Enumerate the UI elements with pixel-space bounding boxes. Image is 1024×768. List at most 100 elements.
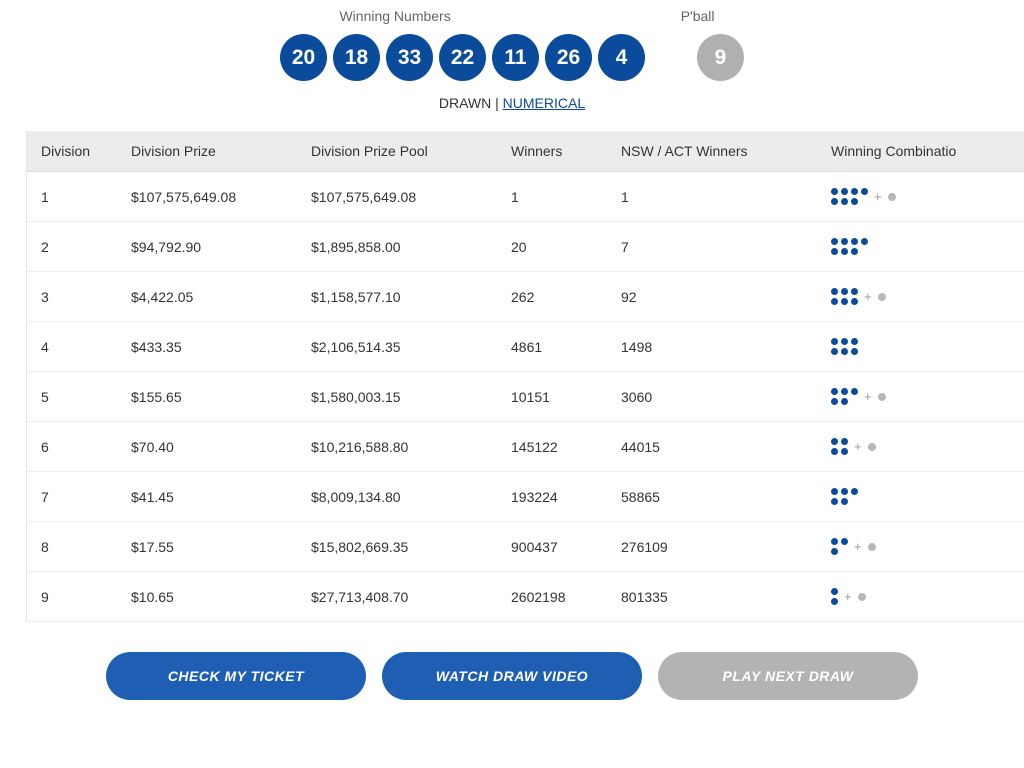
- cell-winners: 1: [497, 172, 607, 222]
- cell-winners: 262: [497, 272, 607, 322]
- powerball-dot: [868, 443, 876, 451]
- powerball-dot: [868, 543, 876, 551]
- cell-nsw: 801335: [607, 572, 817, 622]
- sort-order-row: DRAWN | NUMERICAL: [0, 95, 1024, 111]
- cell-division: 3: [27, 272, 117, 322]
- table-body: 1$107,575,649.08$107,575,649.0811+2$94,7…: [27, 172, 1024, 622]
- check-my-ticket-button[interactable]: CHECK MY TICKET: [106, 652, 366, 700]
- combo-dot-grid: [831, 388, 858, 405]
- cell-prize: $41.45: [117, 472, 297, 522]
- cell-prize: $107,575,649.08: [117, 172, 297, 222]
- col-winning-combination: Winning Combinatio: [817, 131, 1024, 172]
- table-row: 2$94,792.90$1,895,858.00207: [27, 222, 1024, 272]
- combo-dot-grid: [831, 288, 858, 305]
- cell-division: 6: [27, 422, 117, 472]
- winning-numbers-label: Winning Numbers: [339, 8, 450, 24]
- cell-combination: +: [817, 522, 1024, 572]
- cell-division: 5: [27, 372, 117, 422]
- combo-dot-grid: [831, 238, 868, 255]
- cell-nsw: 1498: [607, 322, 817, 372]
- watch-draw-video-button[interactable]: WATCH DRAW VIDEO: [382, 652, 642, 700]
- sort-numerical-link[interactable]: NUMERICAL: [503, 95, 585, 111]
- powerball-dot: [878, 293, 886, 301]
- cell-nsw: 44015: [607, 422, 817, 472]
- combo-dot-grid: [831, 438, 848, 455]
- cell-prize: $94,792.90: [117, 222, 297, 272]
- plus-icon: +: [864, 389, 872, 404]
- cell-combination: [817, 472, 1024, 522]
- cell-nsw: 92: [607, 272, 817, 322]
- winning-combination: +: [831, 188, 1010, 205]
- cell-prize: $155.65: [117, 372, 297, 422]
- balls-row: 20183322112649: [0, 34, 1024, 81]
- cell-combination: +: [817, 272, 1024, 322]
- cell-winners: 2602198: [497, 572, 607, 622]
- powerball-dot: [858, 593, 866, 601]
- cell-nsw: 1: [607, 172, 817, 222]
- table-row: 7$41.45$8,009,134.8019322458865: [27, 472, 1024, 522]
- play-next-draw-button[interactable]: PLAY NEXT DRAW: [658, 652, 918, 700]
- plus-icon: +: [854, 539, 862, 554]
- pball-label: P'ball: [681, 8, 715, 24]
- winning-combination: +: [831, 388, 1010, 405]
- cell-nsw: 7: [607, 222, 817, 272]
- sort-separator: |: [491, 95, 502, 111]
- cell-combination: +: [817, 172, 1024, 222]
- cell-division: 8: [27, 522, 117, 572]
- cell-division: 4: [27, 322, 117, 372]
- table-row: 8$17.55$15,802,669.35900437276109 +: [27, 522, 1024, 572]
- cell-winners: 900437: [497, 522, 607, 572]
- header-section: Winning Numbers P'ball 20183322112649 DR…: [0, 0, 1024, 111]
- cell-prize: $70.40: [117, 422, 297, 472]
- cell-prize: $17.55: [117, 522, 297, 572]
- cell-nsw: 3060: [607, 372, 817, 422]
- table-header-row: Division Division Prize Division Prize P…: [27, 131, 1024, 172]
- divisions-table: Division Division Prize Division Prize P…: [27, 131, 1024, 622]
- cell-winners: 4861: [497, 322, 607, 372]
- cell-winners: 193224: [497, 472, 607, 522]
- cell-pool: $8,009,134.80: [297, 472, 497, 522]
- combo-dot-grid: [831, 338, 858, 355]
- cell-pool: $15,802,669.35: [297, 522, 497, 572]
- cell-division: 9: [27, 572, 117, 622]
- plus-icon: +: [844, 589, 852, 604]
- combo-dot-grid: [831, 188, 868, 205]
- plus-icon: +: [874, 189, 882, 204]
- winning-number-ball: 26: [545, 34, 592, 81]
- winning-number-ball: 20: [280, 34, 327, 81]
- winning-combination: [831, 238, 1010, 255]
- winning-number-ball: 18: [333, 34, 380, 81]
- header-labels: Winning Numbers P'ball: [0, 8, 1024, 24]
- cell-nsw: 58865: [607, 472, 817, 522]
- table-row: 4$433.35$2,106,514.3548611498: [27, 322, 1024, 372]
- winning-number-ball: 22: [439, 34, 486, 81]
- cell-nsw: 276109: [607, 522, 817, 572]
- cell-prize: $433.35: [117, 322, 297, 372]
- action-buttons-row: CHECK MY TICKET WATCH DRAW VIDEO PLAY NE…: [0, 652, 1024, 704]
- cell-division: 1: [27, 172, 117, 222]
- powerball-dot: [878, 393, 886, 401]
- cell-division: 7: [27, 472, 117, 522]
- winning-number-ball: 4: [598, 34, 645, 81]
- cell-division: 2: [27, 222, 117, 272]
- col-winners: Winners: [497, 131, 607, 172]
- cell-combination: +: [817, 372, 1024, 422]
- winning-combination: +: [831, 288, 1010, 305]
- winning-combination: +: [831, 538, 1010, 555]
- table-row: 1$107,575,649.08$107,575,649.0811+: [27, 172, 1024, 222]
- col-prize-pool: Division Prize Pool: [297, 131, 497, 172]
- cell-pool: $1,895,858.00: [297, 222, 497, 272]
- table-row: 6$70.40$10,216,588.8014512244015+: [27, 422, 1024, 472]
- cell-winners: 145122: [497, 422, 607, 472]
- cell-winners: 20: [497, 222, 607, 272]
- lottery-results-panel: Winning Numbers P'ball 20183322112649 DR…: [0, 0, 1024, 704]
- winning-combination: +: [831, 438, 1010, 455]
- powerball-dot: [888, 193, 896, 201]
- cell-combination: +: [817, 572, 1024, 622]
- powerball-ball: 9: [697, 34, 744, 81]
- table-row: 3$4,422.05$1,158,577.1026292+: [27, 272, 1024, 322]
- cell-pool: $1,580,003.15: [297, 372, 497, 422]
- cell-pool: $2,106,514.35: [297, 322, 497, 372]
- cell-combination: +: [817, 422, 1024, 472]
- plus-icon: +: [864, 289, 872, 304]
